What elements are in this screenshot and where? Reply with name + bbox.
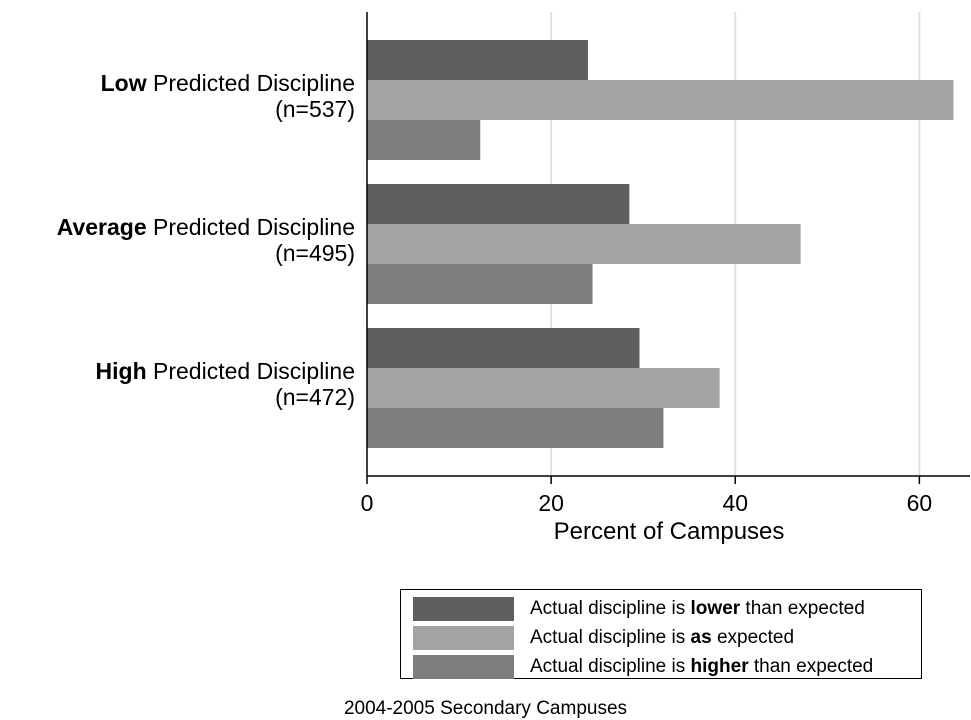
legend-swatch [413,626,514,650]
legend-label: Actual discipline is as expected [530,627,795,648]
bar [367,368,720,408]
category-label: Average Predicted Discipline (n=495) [56,214,355,266]
legend-swatch [413,655,514,679]
chart-note: 2004-2005 Secondary Campuses [343,698,628,719]
category-label: Low Predicted Discipline (n=537) [100,70,355,122]
bar [367,264,593,304]
x-tick-label: 40 [722,490,748,516]
x-tick-label: 60 [907,490,933,516]
bar [367,224,801,264]
legend-item: Actual discipline is lower than expected [413,597,865,621]
bar [367,184,630,224]
bar [367,80,954,120]
x-axis-title: Percent of Campuses [553,518,785,545]
legend-item: Actual discipline is higher than expecte… [413,655,873,679]
legend-label: Actual discipline is higher than expecte… [530,656,874,677]
category-label: High Predicted Discipline (n=472) [95,358,355,410]
x-tick-label: 20 [538,490,564,516]
bar [367,120,481,160]
legend-label: Actual discipline is lower than expected [530,598,865,619]
bar [367,328,640,368]
legend-item: Actual discipline is as expected [413,626,794,650]
legend-swatch [413,597,514,621]
x-tick-label: 0 [361,490,374,516]
bar [367,408,664,448]
bar [367,40,588,80]
legend: Actual discipline is lower than expected… [400,589,922,679]
